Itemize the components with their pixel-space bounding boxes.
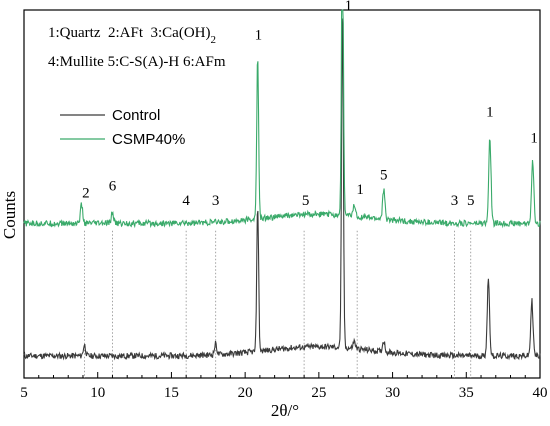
x-tick-label: 35 — [459, 385, 474, 401]
y-axis-title: Counts — [0, 191, 19, 239]
plot-border — [23, 9, 541, 379]
series-layer — [23, 9, 541, 361]
x-tick-label: 20 — [238, 385, 253, 401]
phase-legend-line-2: 4:Mullite 5:C-S(A)-H 6:AFm — [48, 54, 226, 70]
peak-label: 1 — [255, 27, 263, 43]
x-axis-ticks: 5 10 15 20 25 30 35 40 — [20, 372, 548, 401]
peak-label: 3 — [212, 193, 220, 209]
peak-label: 1 — [486, 105, 494, 121]
peak-label: 2 — [82, 186, 90, 202]
phase-legend-line-1: 1:Quartz 2:AFt 3:Ca(OH)2 — [48, 25, 216, 46]
peak-label: 1 — [345, 0, 353, 14]
series-line-csmp40 — [23, 9, 541, 229]
x-tick-label: 40 — [533, 385, 548, 401]
series-legend: Control CSMP40% — [60, 107, 185, 148]
x-tick-label: 25 — [311, 385, 326, 401]
peak-label: 5 — [302, 193, 310, 209]
peak-label: 4 — [182, 193, 190, 209]
peak-label: 1 — [356, 182, 364, 198]
series-line-control — [23, 18, 541, 361]
x-tick-label: 15 — [164, 385, 179, 401]
peak-label: 5 — [380, 167, 388, 183]
x-tick-label: 30 — [385, 385, 400, 401]
phase-legend: 1:Quartz 2:AFt 3:Ca(OH)2 4:Mullite 5:C-S… — [48, 25, 226, 70]
peak-label: 1 — [530, 130, 538, 146]
guide-lines — [83, 230, 472, 378]
x-tick-label: 5 — [20, 385, 28, 401]
x-axis-title: 2θ/° — [271, 401, 299, 420]
peak-label: 3 — [451, 193, 459, 209]
peak-label: 6 — [109, 178, 117, 194]
legend-label-control: Control — [112, 107, 160, 124]
plot-frame — [23, 9, 541, 379]
peak-label: 5 — [467, 193, 475, 209]
legend-label-csmp40: CSMP40% — [112, 131, 185, 148]
x-tick-label: 10 — [90, 385, 105, 401]
